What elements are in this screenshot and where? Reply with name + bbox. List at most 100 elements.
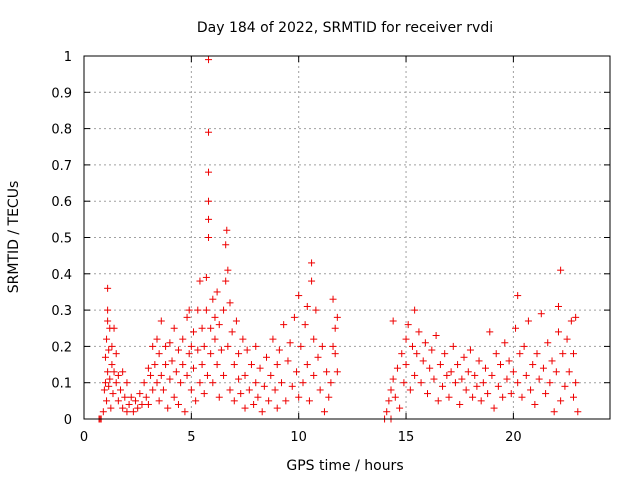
- data-point: [447, 368, 455, 376]
- data-point: [174, 400, 182, 408]
- data-point: [327, 379, 335, 387]
- data-point: [202, 273, 210, 281]
- data-point: [505, 357, 513, 365]
- data-point: [529, 361, 537, 369]
- data-point: [417, 379, 425, 387]
- data-point: [187, 386, 195, 394]
- data-point: [271, 386, 279, 394]
- data-point: [497, 361, 505, 369]
- data-point: [207, 324, 215, 332]
- data-point: [215, 393, 223, 401]
- data-point: [262, 353, 270, 361]
- x-tick-label: 20: [505, 430, 522, 445]
- data-point: [194, 346, 202, 354]
- data-point: [101, 379, 109, 387]
- data-point: [275, 346, 283, 354]
- data-point: [288, 382, 296, 390]
- grid-lines: [84, 56, 610, 419]
- data-point: [389, 317, 397, 325]
- data-point: [215, 321, 223, 329]
- data-point: [109, 390, 117, 398]
- data-point: [329, 295, 337, 303]
- y-tick-label: 0.7: [51, 159, 72, 174]
- data-point: [132, 397, 140, 405]
- data-point: [542, 390, 550, 398]
- data-point: [99, 408, 107, 416]
- data-point: [241, 404, 249, 412]
- data-point: [475, 357, 483, 365]
- data-point: [260, 382, 268, 390]
- data-point: [557, 397, 565, 405]
- data-point: [391, 393, 399, 401]
- data-point: [408, 342, 416, 350]
- data-point: [185, 350, 193, 358]
- data-point: [494, 382, 502, 390]
- data-point: [202, 306, 210, 314]
- data-point: [166, 339, 174, 347]
- data-point: [419, 357, 427, 365]
- data-point: [110, 324, 118, 332]
- data-point: [136, 390, 144, 398]
- data-point: [112, 350, 120, 358]
- data-point: [331, 324, 339, 332]
- data-point: [159, 386, 167, 394]
- y-tick-label: 0.8: [51, 123, 72, 138]
- data-point: [387, 386, 395, 394]
- data-point: [393, 364, 401, 372]
- data-point: [179, 335, 187, 343]
- data-point: [187, 342, 195, 350]
- y-tick-label: 0.4: [51, 268, 72, 283]
- data-point: [205, 234, 213, 241]
- data-point: [286, 339, 294, 347]
- data-point: [398, 350, 406, 358]
- data-point: [157, 371, 165, 379]
- data-point: [389, 375, 397, 383]
- data-point: [269, 335, 277, 343]
- data-point: [147, 371, 155, 379]
- data-point: [469, 393, 477, 401]
- data-point: [520, 342, 528, 350]
- data-point: [222, 277, 230, 285]
- data-point: [406, 386, 414, 394]
- x-tick-labels: 0 5 10 15 20: [80, 430, 522, 445]
- data-point: [183, 371, 191, 379]
- y-tick-label: 0.9: [51, 86, 72, 101]
- data-point: [402, 335, 410, 343]
- data-point: [424, 390, 432, 398]
- data-point: [205, 197, 213, 205]
- data-point: [144, 400, 152, 408]
- data-point: [333, 313, 341, 321]
- data-point: [155, 350, 163, 358]
- data-point: [103, 397, 111, 405]
- data-point: [488, 371, 496, 379]
- data-point: [149, 342, 157, 350]
- data-point: [153, 335, 161, 343]
- data-point: [226, 386, 234, 394]
- data-point: [297, 342, 305, 350]
- data-point: [200, 390, 208, 398]
- data-point: [557, 266, 565, 274]
- y-tick-label: 1: [64, 50, 72, 65]
- data-point: [572, 379, 580, 387]
- data-point: [280, 321, 288, 329]
- data-point: [404, 321, 412, 329]
- data-point: [501, 339, 509, 347]
- data-point: [544, 339, 552, 347]
- data-point: [205, 128, 213, 136]
- data-point: [267, 371, 275, 379]
- x-tick-label: 15: [398, 430, 415, 445]
- y-tick-label: 0.2: [51, 340, 72, 355]
- data-point: [247, 361, 255, 369]
- data-point: [570, 350, 578, 358]
- x-tick-label: 0: [80, 430, 88, 445]
- data-point: [385, 397, 393, 405]
- y-tick-label: 0.1: [51, 377, 72, 392]
- y-axis-label: SRMTID / TECUs: [6, 181, 22, 294]
- data-point: [183, 313, 191, 321]
- data-point: [168, 357, 176, 365]
- data-point: [490, 404, 498, 412]
- data-point: [170, 324, 178, 332]
- data-point: [514, 379, 522, 387]
- data-point: [559, 350, 567, 358]
